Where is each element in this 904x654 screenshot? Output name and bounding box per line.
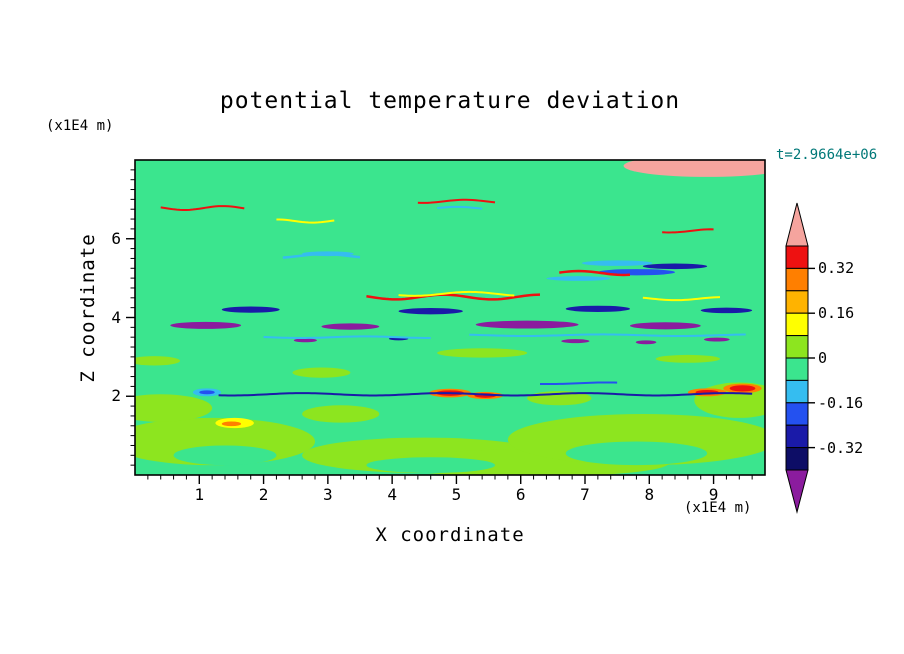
x-tick-label: 2 xyxy=(258,485,269,504)
colorbar-label: -0.16 xyxy=(818,393,864,412)
z-tick-label: 4 xyxy=(111,307,121,327)
x-axis-label: X coordinate xyxy=(375,524,525,546)
colorbar-label: 0.16 xyxy=(818,304,855,323)
colorbar-label: -0.32 xyxy=(818,438,864,457)
x-tick-label: 9 xyxy=(708,485,719,504)
z-tick-label: 2 xyxy=(111,386,121,406)
x-tick-label: 4 xyxy=(387,485,397,504)
colorbar xyxy=(785,202,815,514)
x-tick-label: 8 xyxy=(644,485,655,504)
x-axis-unit-label: (x1E4 m) xyxy=(684,500,752,516)
chart-title: potential temperature deviation xyxy=(219,88,681,114)
x-tick-label: 1 xyxy=(194,485,205,504)
z-tick-label: 6 xyxy=(111,228,121,248)
time-label: t=2.9664e+06 xyxy=(776,147,878,163)
x-tick-label: 6 xyxy=(515,485,526,504)
colorbar-label: 0 xyxy=(818,349,828,367)
contour-plot-canvas xyxy=(135,160,765,475)
z-axis-unit-label: (x1E4 m) xyxy=(46,118,114,134)
x-tick-label: 5 xyxy=(451,485,462,504)
x-tick-label: 7 xyxy=(580,485,590,504)
x-tick-label: 3 xyxy=(323,485,333,504)
colorbar-label: 0.32 xyxy=(818,259,855,278)
